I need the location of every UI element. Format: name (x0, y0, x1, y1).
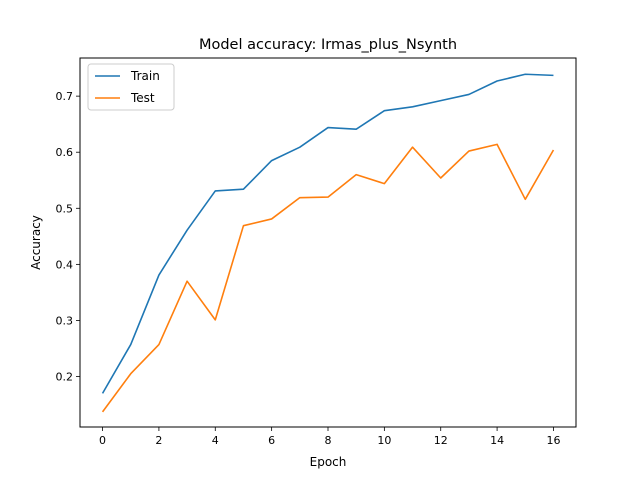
y-tick-label: 0.6 (56, 146, 74, 159)
series-line-test (101, 143, 555, 413)
legend-label-test: Test (130, 91, 155, 105)
x-tick-label: 12 (434, 434, 448, 447)
x-tick-label: 4 (212, 434, 219, 447)
x-tick-label: 14 (490, 434, 504, 447)
y-tick-label: 0.2 (56, 371, 74, 384)
x-axis: 0 2 4 6 8 10 12 14 16 (99, 427, 560, 447)
x-axis-label: Epoch (310, 455, 347, 469)
x-tick-label: 6 (268, 434, 275, 447)
x-tick-label: 0 (99, 434, 106, 447)
legend: Train Test (87, 63, 175, 111)
y-tick-label: 0.5 (56, 202, 74, 215)
chart-title: Model accuracy: Irmas_plus_Nsynth (199, 37, 457, 53)
legend-label-train: Train (130, 69, 160, 83)
series-layer (101, 73, 555, 413)
x-tick-label: 16 (546, 434, 560, 447)
x-tick-label: 10 (377, 434, 391, 447)
y-axis: 0.2 0.3 0.4 0.5 0.6 0.7 (56, 90, 80, 384)
y-tick-label: 0.3 (56, 314, 74, 327)
x-tick-label: 2 (155, 434, 162, 447)
x-tick-label: 8 (325, 434, 332, 447)
y-tick-label: 0.7 (56, 90, 74, 103)
series-line-train (101, 73, 554, 394)
y-tick-label: 0.4 (56, 258, 74, 271)
y-axis-label: Accuracy (29, 215, 43, 270)
